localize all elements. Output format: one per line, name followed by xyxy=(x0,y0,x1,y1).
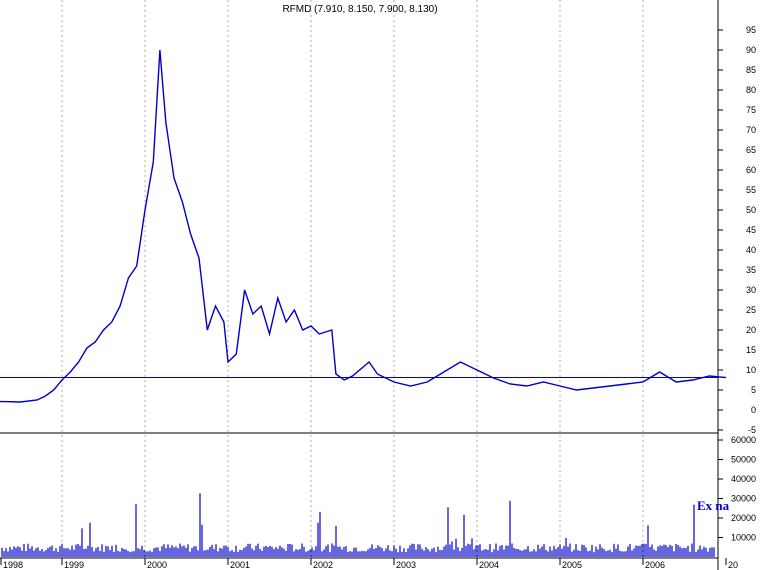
volume-tick-label: 30000 xyxy=(731,494,756,504)
price-tick-label: 50 xyxy=(746,205,756,215)
x-tick-label: 20 xyxy=(728,560,738,570)
price-tick-label: 70 xyxy=(746,125,756,135)
x-tick-label: 2004 xyxy=(479,560,499,570)
price-tick-label: 85 xyxy=(746,65,756,75)
volume-note: Ex na xyxy=(697,498,730,513)
volume-axis-ticks: 60000 50000 40000 30000 20000 10000 xyxy=(718,435,756,543)
price-tick-label: 10 xyxy=(746,365,756,375)
price-tick-label: 55 xyxy=(746,185,756,195)
x-tick-label: 1999 xyxy=(64,560,84,570)
price-tick-label: 75 xyxy=(746,105,756,115)
price-tick-label: 20 xyxy=(746,325,756,335)
volume-tick-label: 20000 xyxy=(731,513,756,523)
vertical-gridlines xyxy=(61,0,644,558)
price-tick-label: 60 xyxy=(746,165,756,175)
price-tick-label: 30 xyxy=(746,285,756,295)
volume-tick-label: 60000 xyxy=(731,435,756,445)
x-tick-label: 2005 xyxy=(562,560,582,570)
x-tick-label: 2000 xyxy=(147,560,167,570)
price-tick-label: 40 xyxy=(746,245,756,255)
volume-tick-label: 50000 xyxy=(731,455,756,465)
price-tick-label: 45 xyxy=(746,225,756,235)
price-tick-label: 15 xyxy=(746,345,756,355)
x-tick-label: 2002 xyxy=(313,560,333,570)
price-series-line xyxy=(0,49,727,403)
price-tick-label: 35 xyxy=(746,265,756,275)
price-tick-label: -5 xyxy=(748,425,756,435)
volume-bars xyxy=(1,493,715,557)
x-axis-ticks: 1998 1999 2000 2001 2002 2003 2004 2005 2006 20 xyxy=(0,558,738,570)
x-tick-label: 1998 xyxy=(3,560,23,570)
price-tick-label: 95 xyxy=(746,25,756,35)
price-tick-label: 90 xyxy=(746,45,756,55)
x-tick-label: 2006 xyxy=(645,560,665,570)
price-tick-label: 0 xyxy=(751,405,756,415)
x-tick-label: 2003 xyxy=(396,560,416,570)
chart-title: RFMD (7.910, 8.150, 7.900, 8.130) xyxy=(282,4,437,15)
x-tick-label: 2001 xyxy=(230,560,250,570)
price-tick-label: 80 xyxy=(746,85,756,95)
volume-tick-label: 10000 xyxy=(731,533,756,543)
price-tick-label: 5 xyxy=(751,385,756,395)
price-tick-label: 25 xyxy=(746,305,756,315)
volume-tick-label: 40000 xyxy=(731,474,756,484)
price-tick-label: 65 xyxy=(746,145,756,155)
